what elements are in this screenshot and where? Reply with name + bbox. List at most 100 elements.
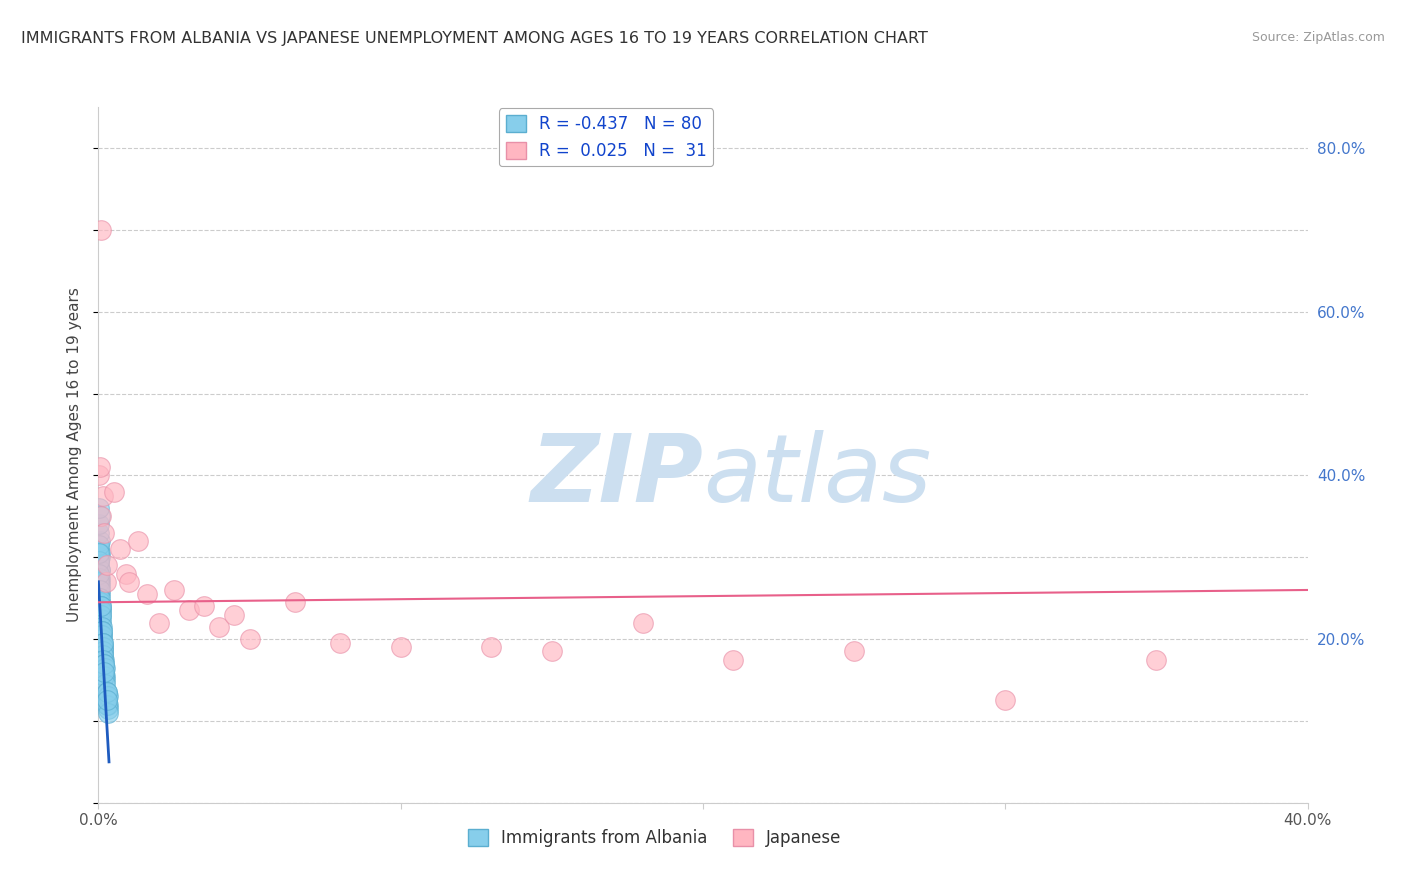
Point [94, 673, 117, 687]
Point [284, 595, 307, 609]
Point [87, 554, 110, 568]
Point [89, 571, 111, 585]
Point [93, 652, 115, 666]
Point [89, 554, 111, 568]
Point [96, 698, 118, 712]
Point [96, 558, 118, 573]
Point [91, 648, 114, 663]
Point [87, 582, 110, 597]
Point [90, 624, 112, 638]
Point [91, 628, 114, 642]
Point [94, 574, 117, 589]
Point [90, 628, 112, 642]
Point [93, 657, 115, 671]
Point [89, 579, 111, 593]
Point [96, 690, 118, 704]
Point [93, 525, 115, 540]
Point [96, 693, 118, 707]
Point [91, 644, 114, 658]
Point [90, 612, 112, 626]
Point [91, 640, 114, 655]
Point [389, 640, 412, 655]
Point [91, 652, 114, 666]
Point [90, 603, 112, 617]
Point [90, 509, 112, 524]
Point [89, 546, 111, 560]
Point [97, 701, 120, 715]
Point [91, 489, 114, 503]
Point [94, 677, 117, 691]
Point [90, 599, 112, 614]
Point [89, 595, 111, 609]
Point [239, 632, 262, 646]
Point [87, 558, 110, 573]
Point [89, 571, 111, 585]
Point [135, 587, 157, 601]
Point [148, 615, 170, 630]
Text: atlas: atlas [703, 430, 931, 521]
Point [93, 657, 115, 671]
Point [994, 693, 1017, 707]
Point [89, 468, 111, 483]
Point [96, 685, 118, 699]
Point [89, 542, 111, 557]
Point [96, 693, 118, 707]
Point [89, 582, 111, 597]
Point [89, 533, 111, 548]
Point [91, 624, 114, 638]
Point [89, 509, 111, 524]
Y-axis label: Unemployment Among Ages 16 to 19 years: Unemployment Among Ages 16 to 19 years [67, 287, 83, 623]
Text: Source: ZipAtlas.com: Source: ZipAtlas.com [1251, 31, 1385, 45]
Point [89, 599, 111, 614]
Point [87, 579, 110, 593]
Point [179, 603, 201, 617]
Point [89, 525, 111, 540]
Point [193, 599, 215, 614]
Point [90, 607, 112, 622]
Point [89, 550, 111, 565]
Point [108, 542, 131, 557]
Point [90, 628, 112, 642]
Point [103, 484, 125, 499]
Point [93, 669, 115, 683]
Point [91, 636, 114, 650]
Point [89, 562, 111, 576]
Legend: Immigrants from Albania, Japanese: Immigrants from Albania, Japanese [461, 822, 848, 854]
Point [91, 636, 114, 650]
Text: IMMIGRANTS FROM ALBANIA VS JAPANESE UNEMPLOYMENT AMONG AGES 16 TO 19 YEARS CORRE: IMMIGRANTS FROM ALBANIA VS JAPANESE UNEM… [21, 31, 928, 46]
Point [90, 223, 112, 237]
Point [87, 546, 110, 560]
Point [93, 665, 115, 679]
Point [97, 706, 120, 720]
Point [114, 566, 136, 581]
Point [540, 644, 562, 658]
Point [631, 615, 654, 630]
Point [91, 636, 114, 650]
Point [90, 603, 112, 617]
Point [208, 620, 231, 634]
Point [97, 698, 120, 712]
Point [329, 636, 352, 650]
Point [94, 669, 117, 683]
Point [89, 571, 111, 585]
Point [89, 591, 111, 606]
Point [93, 665, 115, 679]
Point [91, 640, 114, 655]
Point [844, 644, 866, 658]
Point [127, 533, 149, 548]
Text: ZIP: ZIP [530, 430, 703, 522]
Point [90, 624, 112, 638]
Point [89, 538, 111, 552]
Point [90, 615, 112, 630]
Point [90, 632, 112, 646]
Point [87, 501, 110, 516]
Point [97, 690, 120, 704]
Point [94, 661, 117, 675]
Point [723, 652, 745, 666]
Point [93, 661, 115, 675]
Point [89, 574, 111, 589]
Point [118, 574, 141, 589]
Point [89, 562, 111, 576]
Point [89, 460, 111, 475]
Point [89, 587, 111, 601]
